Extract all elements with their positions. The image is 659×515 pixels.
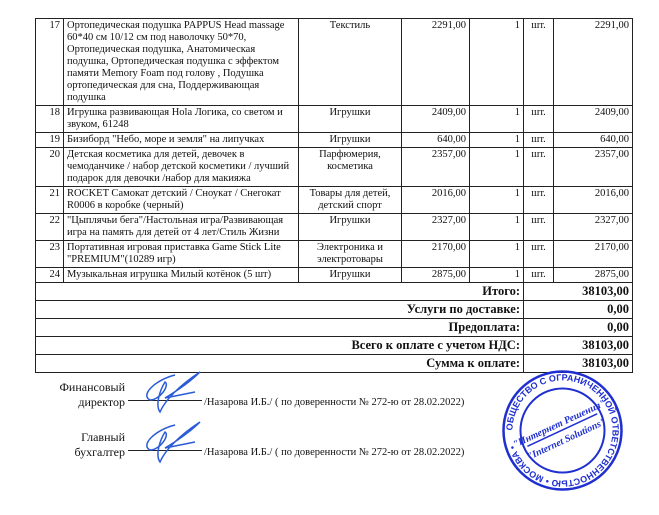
item-quantity: 1 (469, 186, 524, 214)
table-row: 21 ROCKET Самокат детский / Сноукат / Сне… (35, 186, 633, 214)
totals-value: 38103,00 (523, 336, 633, 355)
item-quantity: 1 (469, 105, 524, 133)
row-number: 22 (35, 213, 64, 241)
totals-label: Предоплата: (35, 318, 524, 337)
totals-value: 38103,00 (523, 282, 633, 301)
totals-label: Услуги по доставке: (35, 300, 524, 319)
role-line-1: Финансовый (59, 380, 125, 394)
row-number: 18 (35, 105, 64, 133)
item-name: Музыкальная игрушка Милый котёнок (5 шт) (63, 267, 299, 283)
item-name: "Цыплячьи бега"/Настольная игра/Развиваю… (63, 213, 299, 241)
row-number: 20 (35, 147, 64, 187)
item-name: Детская косметика для детей, девочек в ч… (63, 147, 299, 187)
item-category: Электроника и электротовары (298, 240, 402, 268)
table-row: 23 Портативная игровая приставка Game Sti… (35, 240, 633, 268)
item-name: ROCKET Самокат детский / Сноукат / Снего… (63, 186, 299, 214)
item-category: Игрушки (298, 132, 402, 148)
item-total: 2409,00 (553, 105, 633, 133)
role-line-1: Главный (81, 430, 125, 444)
table-row: 20 Детская косметика для детей, девочек в… (35, 147, 633, 187)
item-total: 2327,00 (553, 213, 633, 241)
totals-label: Всего к оплате с учетом НДС: (35, 336, 524, 355)
item-unit: шт. (523, 147, 554, 187)
item-quantity: 1 (469, 213, 524, 241)
item-total: 2875,00 (553, 267, 633, 283)
signature-line (128, 400, 202, 401)
totals-row: Всего к оплате с учетом НДС: 38103,00 (35, 336, 633, 355)
item-price: 2170,00 (401, 240, 470, 268)
item-price: 2327,00 (401, 213, 470, 241)
row-number: 23 (35, 240, 64, 268)
totals-label: Сумма к оплате: (35, 354, 524, 373)
totals-row: Предоплата: 0,00 (35, 318, 633, 337)
item-category: Товары для детей, детский спорт (298, 186, 402, 214)
table-row: 24 Музыкальная игрушка Милый котёнок (5 ш… (35, 267, 633, 283)
item-category: Игрушки (298, 105, 402, 133)
table-row: 19 Бизиборд "Небо, море и земля" на липуч… (35, 132, 633, 148)
role-line-2: директор (78, 395, 125, 409)
totals-row: Итого: 38103,00 (35, 282, 633, 301)
item-total: 2170,00 (553, 240, 633, 268)
company-stamp: ОБЩЕСТВО С ОГРАНИЧЕННОЙ ОТВЕТСТВЕННОСТЬЮ… (502, 370, 623, 491)
item-total: 2291,00 (553, 18, 633, 106)
item-price: 2357,00 (401, 147, 470, 187)
row-number: 17 (35, 18, 64, 106)
item-category: Игрушки (298, 267, 402, 283)
item-price: 640,00 (401, 132, 470, 148)
item-unit: шт. (523, 18, 554, 106)
item-name: Ортопедическая подушка PAPPUS Head massa… (63, 18, 299, 106)
item-unit: шт. (523, 105, 554, 133)
item-quantity: 1 (469, 147, 524, 187)
item-price: 2875,00 (401, 267, 470, 283)
signer-note: /Назарова И.Б./ ( по доверенности № 272-… (204, 397, 465, 408)
item-price: 2409,00 (401, 105, 470, 133)
role-line-2: бухгалтер (74, 445, 125, 459)
handwritten-signature (146, 371, 201, 414)
item-quantity: 1 (469, 240, 524, 268)
signer-note: /Назарова И.Б./ ( по доверенности № 272-… (204, 447, 465, 458)
item-name: Игрушка развивающая Hola Логика, со свет… (63, 105, 299, 133)
invoice-table: 17 Ортопедическая подушка PAPPUS Head mas… (35, 18, 633, 373)
item-total: 640,00 (553, 132, 633, 148)
item-category: Парфюмерия, косметика (298, 147, 402, 187)
item-quantity: 1 (469, 132, 524, 148)
totals-value: 0,00 (523, 300, 633, 319)
row-number: 24 (35, 267, 64, 283)
totals-label: Итого: (35, 282, 524, 301)
item-price: 2016,00 (401, 186, 470, 214)
table-row: 17 Ортопедическая подушка PAPPUS Head mas… (35, 18, 633, 106)
item-total: 2357,00 (553, 147, 633, 187)
table-row: 22 "Цыплячьи бега"/Настольная игра/Развив… (35, 213, 633, 241)
totals-row: Услуги по доставке: 0,00 (35, 300, 633, 319)
item-unit: шт. (523, 132, 554, 148)
item-category: Текстиль (298, 18, 402, 106)
handwritten-signature (146, 421, 201, 464)
totals-row: Сумма к оплате: 38103,00 (35, 354, 633, 373)
item-price: 2291,00 (401, 18, 470, 106)
item-unit: шт. (523, 186, 554, 214)
row-number: 19 (35, 132, 64, 148)
item-unit: шт. (523, 240, 554, 268)
signature-line (128, 450, 202, 451)
item-total: 2016,00 (553, 186, 633, 214)
item-quantity: 1 (469, 18, 524, 106)
row-number: 21 (35, 186, 64, 214)
item-category: Игрушки (298, 213, 402, 241)
item-quantity: 1 (469, 267, 524, 283)
totals-value: 0,00 (523, 318, 633, 337)
item-unit: шт. (523, 267, 554, 283)
table-row: 18 Игрушка развивающая Hola Логика, со св… (35, 105, 633, 133)
item-name: Портативная игровая приставка Game Stick… (63, 240, 299, 268)
totals-value: 38103,00 (523, 354, 633, 373)
item-unit: шт. (523, 213, 554, 241)
item-name: Бизиборд "Небо, море и земля" на липучка… (63, 132, 299, 148)
